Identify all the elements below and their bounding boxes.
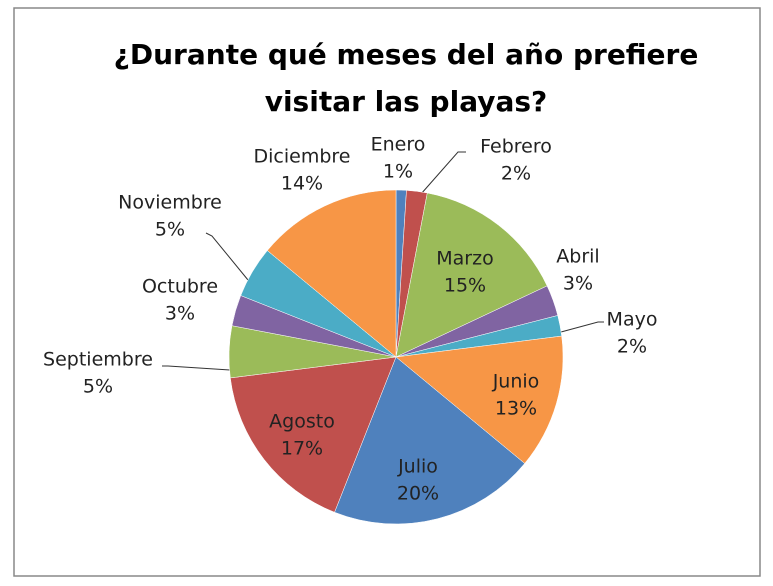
slice-category-label: Julio	[397, 456, 438, 478]
slice-value-label: 2%	[501, 163, 531, 185]
slice-value-label: 2%	[617, 336, 647, 358]
slice-value-label: 13%	[495, 398, 537, 420]
slice-value-label: 17%	[281, 438, 323, 460]
pie-slice	[395, 192, 548, 358]
chart-title: ¿Durante qué meses del año prefiere visit…	[114, 38, 699, 118]
slice-category-label: Diciembre	[254, 146, 351, 168]
slice-value-label: 1%	[383, 161, 413, 183]
slice-category-label: Agosto	[269, 411, 335, 433]
pie-slice	[395, 335, 564, 464]
slice-category-label: Febrero	[480, 136, 552, 158]
leader-line	[420, 151, 466, 195]
slice-value-label: 5%	[83, 376, 113, 398]
slice-value-label: 20%	[397, 483, 439, 505]
slice-value-label: 3%	[563, 273, 593, 295]
slice-category-label: Noviembre	[118, 192, 222, 214]
pie-slice	[266, 189, 397, 358]
slice-value-label: 3%	[165, 303, 195, 325]
slice-value-label: 14%	[281, 173, 323, 195]
pie-slice	[230, 356, 397, 513]
slice-value-label: 5%	[155, 219, 185, 241]
leader-line	[162, 365, 231, 371]
slice-category-label: Junio	[492, 371, 540, 393]
leader-line	[560, 321, 604, 333]
slice-value-label: 15%	[444, 275, 486, 297]
slice-category-label: Abril	[556, 246, 599, 268]
slice-category-label: Septiembre	[43, 349, 153, 371]
slice-category-label: Octubre	[142, 276, 218, 298]
slice-category-label: Marzo	[436, 248, 493, 270]
leader-line	[205, 232, 249, 281]
pie-slice	[334, 356, 526, 525]
slice-category-label: Enero	[371, 134, 426, 156]
slice-category-label: Mayo	[607, 309, 658, 331]
